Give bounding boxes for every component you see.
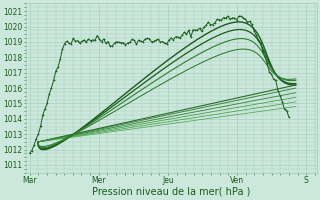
- X-axis label: Pression niveau de la mer( hPa ): Pression niveau de la mer( hPa ): [92, 187, 251, 197]
